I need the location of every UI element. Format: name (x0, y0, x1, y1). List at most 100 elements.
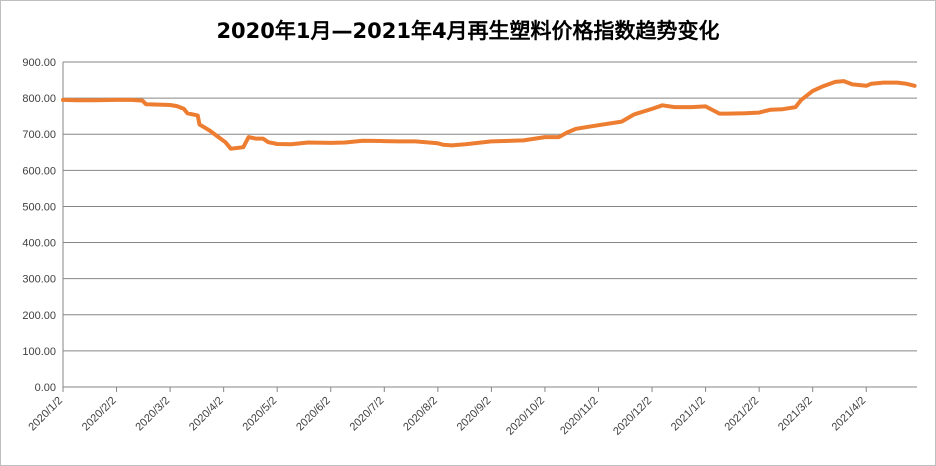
data-point (140, 99, 144, 103)
data-point (793, 105, 798, 109)
y-tick-label: 800.00 (22, 93, 56, 105)
data-point (396, 139, 400, 143)
data-point (672, 105, 677, 109)
data-point (842, 79, 846, 83)
data-point (266, 140, 270, 144)
x-tick-label: 2020/5/2 (241, 395, 280, 434)
data-point (913, 84, 917, 88)
data-point (690, 105, 694, 109)
data-point (743, 111, 747, 115)
data-point (236, 146, 240, 150)
x-tick-label: 2021/1/2 (669, 395, 708, 434)
data-point (650, 107, 654, 111)
data-point (223, 140, 227, 144)
data-point (175, 104, 179, 108)
data-point (144, 102, 148, 106)
x-tick-label: 2021/2/2 (723, 395, 762, 434)
x-tick-label: 2020/9/2 (455, 395, 494, 434)
data-point (114, 98, 119, 102)
data-point (726, 112, 730, 116)
y-tick-label: 600.00 (22, 165, 56, 177)
data-point (833, 80, 837, 84)
y-tick-label: 500.00 (22, 201, 56, 213)
data-point (382, 139, 386, 143)
x-tick-label: 2020/4/2 (187, 395, 226, 434)
data-point (343, 140, 347, 145)
data-point (565, 130, 570, 134)
data-point (543, 135, 547, 139)
series-line (61, 79, 917, 151)
x-tick-label: 2020/3/2 (133, 395, 172, 434)
data-point (75, 98, 79, 102)
data-point (717, 112, 722, 116)
y-tick-label: 200.00 (22, 310, 56, 322)
data-point (436, 141, 440, 145)
data-point (197, 122, 202, 127)
data-point (521, 138, 526, 142)
data-point (261, 137, 265, 141)
x-tick-label: 2020/6/2 (294, 395, 333, 434)
data-point (208, 129, 212, 133)
y-tick-label: 300.00 (22, 274, 56, 286)
x-tick-label: 2020/1/2 (26, 395, 65, 434)
y-tick-label: 400.00 (22, 238, 56, 250)
data-point (881, 81, 886, 85)
data-point (413, 139, 417, 143)
data-point (196, 113, 200, 117)
data-point (574, 127, 578, 131)
data-point (895, 81, 899, 85)
data-point (254, 137, 258, 141)
data-point (441, 143, 445, 147)
data-point (769, 108, 773, 112)
data-point (329, 141, 333, 145)
data-point (241, 145, 245, 149)
data-point (216, 135, 221, 139)
data-point (757, 111, 761, 115)
data-point (850, 82, 855, 86)
data-point (596, 123, 601, 127)
data-point (799, 98, 803, 102)
data-point (557, 135, 561, 139)
data-point (620, 120, 624, 124)
data-point (247, 135, 251, 139)
data-point (306, 140, 310, 145)
data-point (185, 111, 189, 115)
x-tick-label: 2021/4/2 (830, 395, 869, 434)
data-point (864, 84, 868, 88)
x-tick-label: 2020/2/2 (80, 395, 119, 434)
data-point (361, 139, 365, 143)
x-tick-label: 2020/8/2 (401, 395, 440, 434)
x-tick-label: 2020/7/2 (348, 395, 387, 434)
data-point (61, 98, 65, 102)
x-tick-label: 2021/3/2 (776, 395, 815, 434)
data-point (289, 142, 293, 146)
y-tick-label: 100.00 (22, 346, 56, 358)
data-point (463, 142, 468, 146)
data-point (811, 89, 815, 93)
data-point (450, 143, 454, 147)
data-point (660, 103, 665, 107)
data-point (229, 147, 233, 151)
data-point (780, 107, 784, 111)
data-point (182, 107, 186, 111)
chart-title: 2020年1月—2021年4月再生塑料价格指数趋势变化 (216, 19, 720, 43)
data-point (821, 84, 825, 88)
y-tick-label: 0.00 (35, 382, 56, 394)
x-tick-label: 2020/10/2 (504, 395, 547, 438)
data-point (489, 139, 493, 143)
y-tick-label: 700.00 (22, 129, 56, 141)
data-point (904, 82, 908, 86)
x-tick-label: 2020/12/2 (611, 395, 654, 438)
data-point (129, 98, 133, 102)
data-point (157, 103, 161, 107)
data-point (632, 112, 636, 116)
data-point (869, 82, 874, 86)
data-point (92, 98, 96, 102)
data-point (704, 104, 708, 108)
data-point (168, 103, 172, 107)
data-point (275, 142, 279, 146)
x-tick-label: 2020/11/2 (558, 395, 601, 438)
y-tick-label: 900.00 (22, 57, 56, 69)
